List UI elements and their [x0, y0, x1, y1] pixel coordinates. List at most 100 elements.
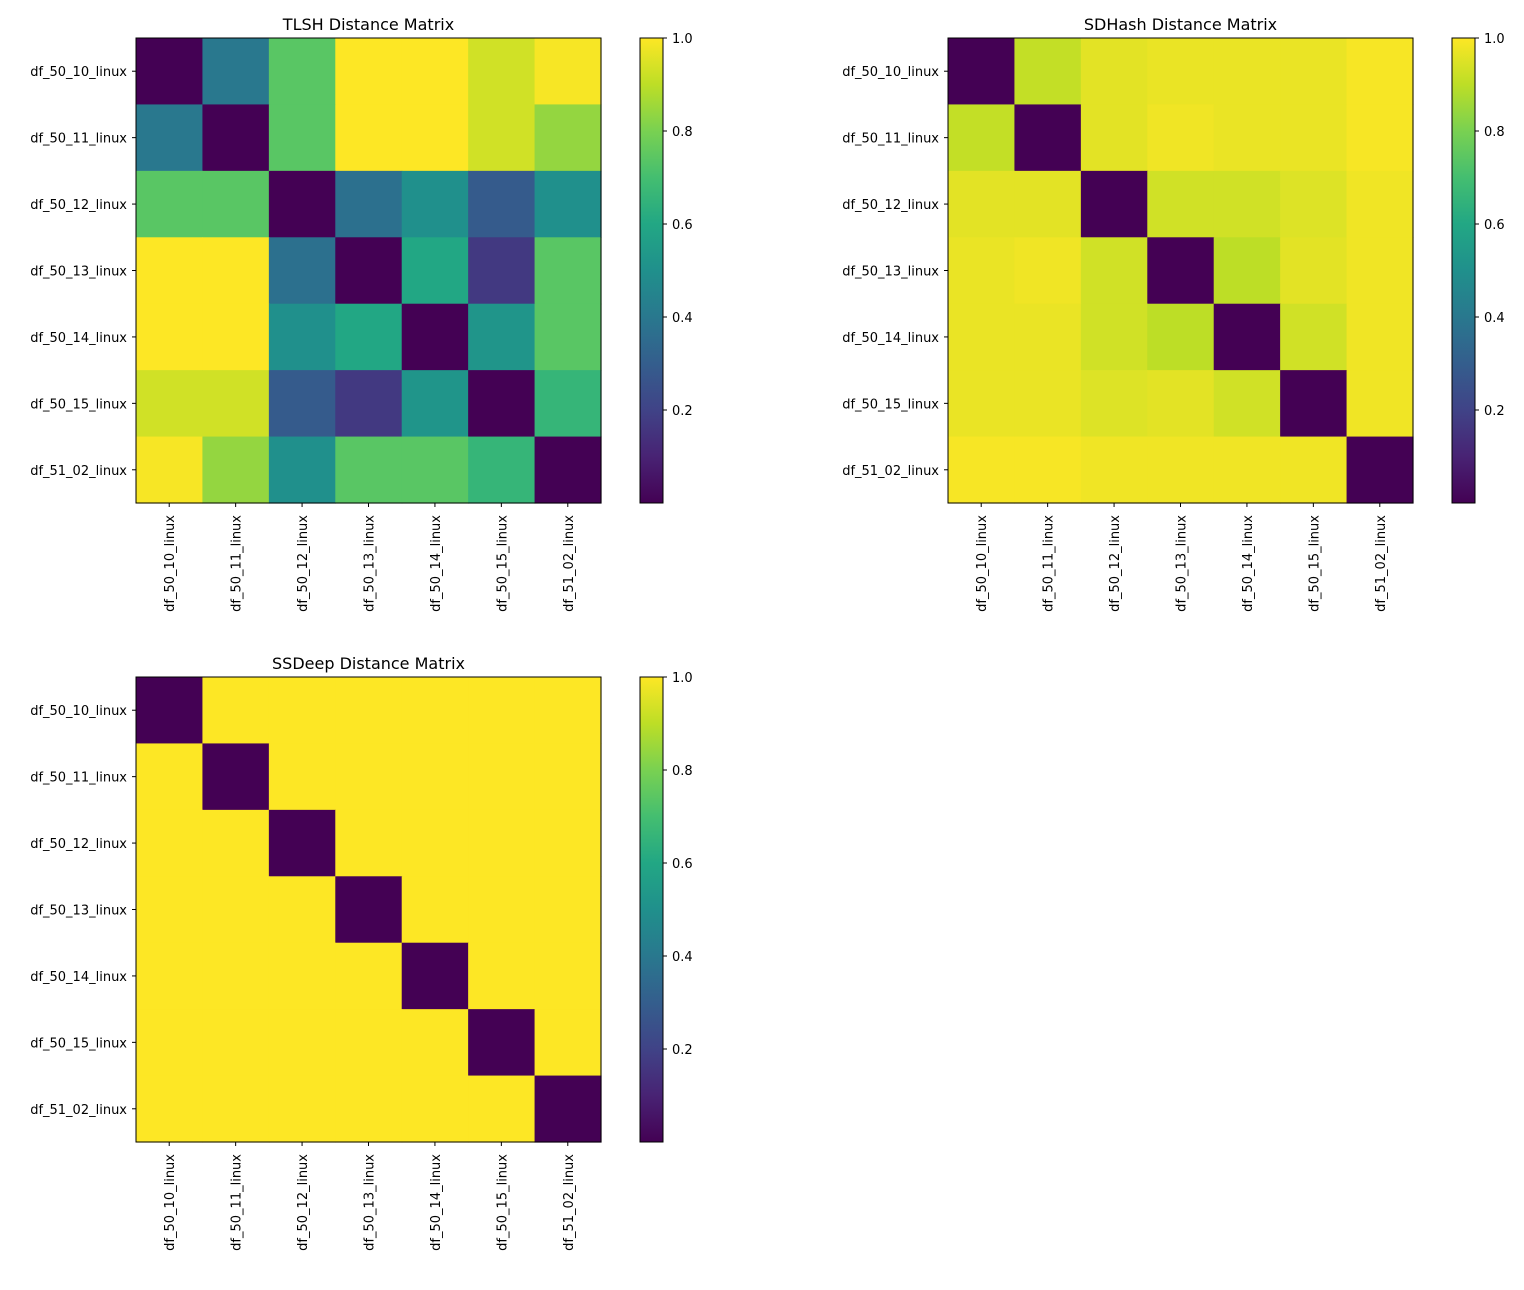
- heatmap-cell: [335, 677, 403, 745]
- heatmap-cell: [136, 370, 204, 438]
- heatmap-cell: [401, 942, 469, 1010]
- heatmap-cell: [202, 370, 270, 438]
- heatmap-cell: [202, 303, 270, 371]
- colorbar-tick-label: 0.4: [1484, 311, 1505, 326]
- heatmap-cell: [401, 237, 469, 305]
- y-tick-label: df_51_02_linux: [30, 464, 127, 479]
- heatmap-cell: [948, 104, 1016, 172]
- heatmap-cell: [468, 942, 536, 1010]
- y-tick-label: df_50_13_linux: [842, 265, 939, 280]
- heatmap-cell: [1147, 237, 1215, 305]
- heatmap-cell: [534, 1075, 602, 1143]
- heatmap-cell: [136, 677, 204, 745]
- heatmap-cell: [268, 303, 336, 371]
- colorbar-tick-label: 0.2: [672, 1043, 693, 1058]
- y-tick-label: df_50_12_linux: [842, 198, 939, 213]
- heatmap-cell: [468, 237, 536, 305]
- heatmap-cell: [202, 809, 270, 877]
- heatmap-cell: [268, 1009, 336, 1077]
- heatmap-cell: [268, 809, 336, 877]
- x-tick-label: df_50_15_linux: [495, 515, 510, 612]
- y-tick-label: df_50_15_linux: [30, 397, 127, 412]
- heatmap-cell: [1346, 237, 1414, 305]
- heatmap-cell: [1346, 104, 1414, 172]
- heatmap-cell: [202, 743, 270, 811]
- y-tick-label: df_50_15_linux: [842, 397, 939, 412]
- heatmap-cell: [268, 237, 336, 305]
- heatmap-cell: [1080, 237, 1148, 305]
- colorbar: 0.2 0.4 0.6 0.8 1.0: [639, 671, 693, 1143]
- x-tick-label: df_50_14_linux: [429, 1154, 444, 1251]
- x-tick-label: df_50_14_linux: [1241, 515, 1256, 612]
- colorbar-tick-label: 1.0: [672, 671, 693, 686]
- heatmap-cell: [534, 303, 602, 371]
- heatmap-cell: [136, 876, 204, 944]
- heatmap-cell: [136, 237, 204, 305]
- heatmap-cell: [534, 237, 602, 305]
- heatmap-cell: [268, 876, 336, 944]
- heatmap-cell: [136, 809, 204, 877]
- chart-title: SSDeep Distance Matrix: [272, 654, 465, 673]
- heatmap-cell: [468, 170, 536, 238]
- heatmap-cell: [1014, 370, 1082, 438]
- heatmap-cell: [202, 38, 270, 106]
- colorbar-frame: [1451, 37, 1476, 504]
- heatmap-cell: [202, 1075, 270, 1143]
- x-tick-label: df_50_15_linux: [1307, 515, 1322, 612]
- heatmap-cell: [468, 370, 536, 438]
- heatmap-cell: [468, 677, 536, 745]
- heatmap-cell: [1280, 237, 1348, 305]
- heatmap-cell: [136, 743, 204, 811]
- heatmap-cell: [401, 876, 469, 944]
- colorbar-tick-label: 0.8: [672, 764, 693, 779]
- colorbar-tick-label: 0.6: [1484, 218, 1505, 233]
- heatmap-cell: [948, 303, 1016, 371]
- heatmap-cell: [335, 809, 403, 877]
- heatmap-cell: [534, 876, 602, 944]
- heatmap-cell: [401, 170, 469, 238]
- heatmap-cell: [468, 436, 536, 504]
- colorbar-tick-label: 0.2: [672, 404, 693, 419]
- x-tick-label: df_50_10_linux: [163, 515, 178, 612]
- heatmap-cell: [335, 942, 403, 1010]
- heatmap-cell: [268, 370, 336, 438]
- heatmap-cell: [136, 436, 204, 504]
- heatmap-cell: [335, 370, 403, 438]
- x-tick-label: df_50_15_linux: [495, 1154, 510, 1251]
- heatmap-cell: [401, 104, 469, 172]
- heatmap-panel-3: SSDeep Distance Matrix df_50_10_linux df_5…: [30, 654, 693, 1251]
- heatmap-cell: [1280, 38, 1348, 106]
- heatmap-cell: [1213, 170, 1281, 238]
- x-tick-label: df_51_02_linux: [562, 1154, 577, 1251]
- y-tick-label: df_50_13_linux: [30, 265, 127, 280]
- heatmap-cell: [335, 170, 403, 238]
- heatmap-cell: [1080, 170, 1148, 238]
- y-tick-label: df_50_12_linux: [30, 198, 127, 213]
- heatmap-cell: [202, 876, 270, 944]
- heatmap-cell: [534, 743, 602, 811]
- heatmap-cell: [1147, 436, 1215, 504]
- x-tick-label: df_50_13_linux: [363, 515, 378, 612]
- heatmap-cell: [335, 876, 403, 944]
- colorbar-frame: [639, 676, 664, 1143]
- heatmap-cell: [468, 38, 536, 106]
- heatmap-cell: [1080, 38, 1148, 106]
- heatmap-cell: [1280, 170, 1348, 238]
- heatmap-cell: [136, 1009, 204, 1077]
- y-tick-label: df_50_11_linux: [30, 132, 127, 147]
- heatmap-cell: [948, 370, 1016, 438]
- heatmap-cell: [136, 942, 204, 1010]
- heatmap-cell: [268, 743, 336, 811]
- heatmap-cell: [468, 743, 536, 811]
- heatmap-cell: [468, 876, 536, 944]
- heatmap-cell: [1346, 436, 1414, 504]
- colorbar-gradient: [640, 677, 663, 1142]
- heatmap-cell: [1346, 370, 1414, 438]
- y-tick-label: df_50_10_linux: [30, 704, 127, 719]
- heatmap-cell: [202, 677, 270, 745]
- heatmap-cell: [401, 38, 469, 106]
- x-tick-label: df_50_12_linux: [296, 1154, 311, 1251]
- heatmap-cell: [534, 38, 602, 106]
- heatmap-cell: [335, 38, 403, 106]
